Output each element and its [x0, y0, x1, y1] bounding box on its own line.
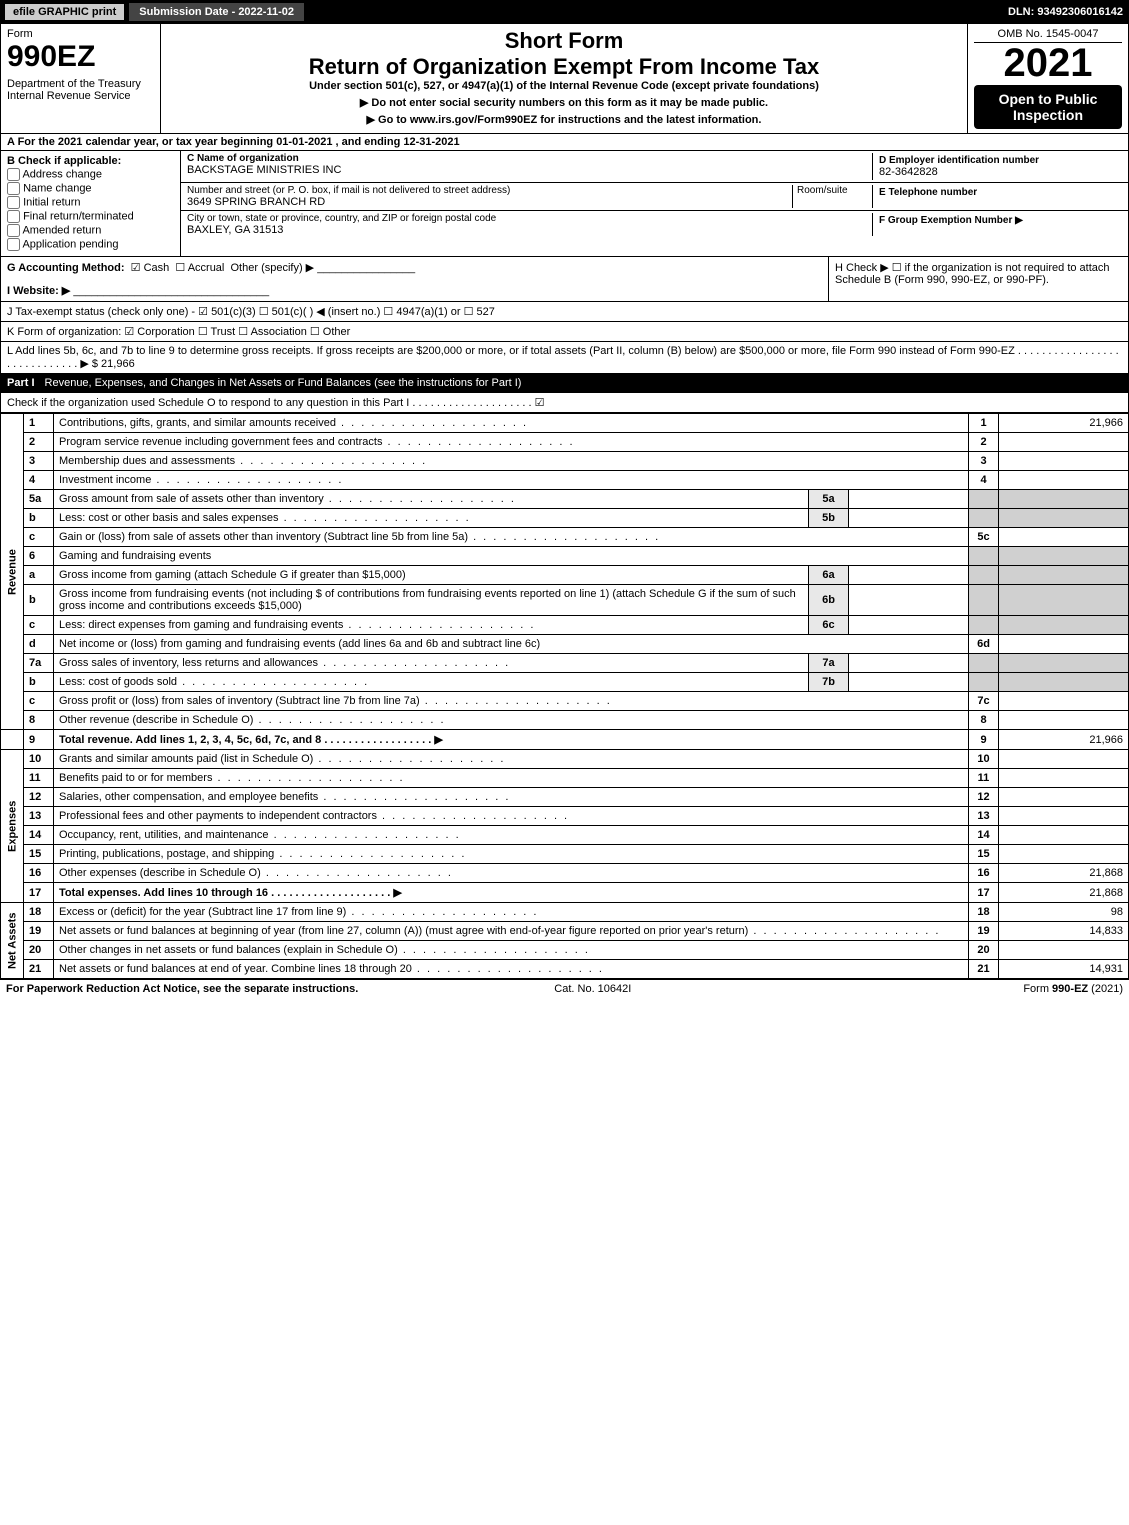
- gross-receipts: 21,966: [101, 358, 135, 370]
- checkbox-address-change[interactable]: Address change: [7, 168, 174, 181]
- room-suite-label: Room/suite: [792, 185, 872, 208]
- section-j: J Tax-exempt status (check only one) - ☑…: [0, 302, 1129, 322]
- footer-catno: Cat. No. 10642I: [554, 983, 631, 995]
- form-number: 990EZ: [7, 40, 154, 74]
- top-bar: efile GRAPHIC print Submission Date - 20…: [0, 0, 1129, 24]
- section-gh: G Accounting Method: ☑ Cash ☐ Accrual Ot…: [0, 257, 1129, 302]
- ssn-note: ▶ Do not enter social security numbers o…: [167, 96, 961, 109]
- part1-title: Revenue, Expenses, and Changes in Net As…: [45, 377, 522, 389]
- street: 3649 SPRING BRANCH RD: [187, 196, 792, 208]
- section-k: K Form of organization: ☑ Corporation ☐ …: [0, 322, 1129, 342]
- checkbox-amended-return[interactable]: Amended return: [7, 224, 174, 237]
- section-l: L Add lines 5b, 6c, and 7b to line 9 to …: [0, 342, 1129, 374]
- department: Department of the Treasury Internal Reve…: [7, 78, 154, 102]
- section-b-title: B Check if applicable:: [7, 155, 174, 167]
- section-c: C Name of organization BACKSTAGE MINISTR…: [181, 151, 1128, 256]
- open-inspection: Open to Public Inspection: [974, 85, 1122, 129]
- header-left: Form 990EZ Department of the Treasury In…: [1, 24, 161, 133]
- group-exemption-label: F Group Exemption Number ▶: [879, 215, 1116, 226]
- checkbox-final-return[interactable]: Final return/terminated: [7, 210, 174, 223]
- under-section: Under section 501(c), 527, or 4947(a)(1)…: [167, 80, 961, 92]
- part1-header: Part I Revenue, Expenses, and Changes in…: [0, 374, 1129, 393]
- header-center: Short Form Return of Organization Exempt…: [161, 24, 968, 133]
- footer-right: Form 990-EZ (2021): [1023, 983, 1123, 995]
- part1-label: Part I: [7, 377, 35, 389]
- netassets-label: Net Assets: [1, 903, 24, 979]
- checkbox-application-pending[interactable]: Application pending: [7, 238, 174, 251]
- expenses-label: Expenses: [1, 750, 24, 903]
- section-i: I Website: ▶: [7, 285, 70, 297]
- checkbox-initial-return[interactable]: Initial return: [7, 196, 174, 209]
- part1-table: Revenue 1Contributions, gifts, grants, a…: [0, 413, 1129, 979]
- page-footer: For Paperwork Reduction Act Notice, see …: [0, 979, 1129, 998]
- section-bcdef: B Check if applicable: Address change Na…: [0, 151, 1129, 257]
- efile-print-button[interactable]: efile GRAPHIC print: [4, 3, 125, 21]
- section-a: A For the 2021 calendar year, or tax yea…: [0, 134, 1129, 151]
- ein-label: D Employer identification number: [879, 155, 1116, 166]
- short-form-title: Short Form: [167, 28, 961, 54]
- tax-year: 2021: [974, 43, 1122, 83]
- street-label: Number and street (or P. O. box, if mail…: [187, 185, 792, 196]
- footer-left: For Paperwork Reduction Act Notice, see …: [6, 983, 358, 995]
- section-b: B Check if applicable: Address change Na…: [1, 151, 181, 256]
- header-right: OMB No. 1545-0047 2021 Open to Public In…: [968, 24, 1128, 133]
- checkbox-name-change[interactable]: Name change: [7, 182, 174, 195]
- city-label: City or town, state or province, country…: [187, 213, 872, 224]
- phone-label: E Telephone number: [879, 187, 1116, 198]
- section-g: G Accounting Method: ☑ Cash ☐ Accrual Ot…: [1, 257, 828, 301]
- city: BAXLEY, GA 31513: [187, 224, 872, 236]
- org-name-label: C Name of organization: [187, 153, 872, 164]
- ein: 82-3642828: [879, 166, 1116, 178]
- return-title: Return of Organization Exempt From Incom…: [167, 54, 961, 80]
- revenue-label: Revenue: [1, 414, 24, 730]
- org-name: BACKSTAGE MINISTRIES INC: [187, 164, 872, 176]
- form-label: Form: [7, 28, 154, 40]
- goto-link[interactable]: ▶ Go to www.irs.gov/Form990EZ for instru…: [167, 113, 961, 126]
- section-h: H Check ▶ ☐ if the organization is not r…: [828, 257, 1128, 301]
- submission-date: Submission Date - 2022-11-02: [129, 3, 304, 21]
- part1-check: Check if the organization used Schedule …: [0, 393, 1129, 413]
- form-header: Form 990EZ Department of the Treasury In…: [0, 24, 1129, 134]
- dln: DLN: 93492306016142: [1008, 6, 1129, 18]
